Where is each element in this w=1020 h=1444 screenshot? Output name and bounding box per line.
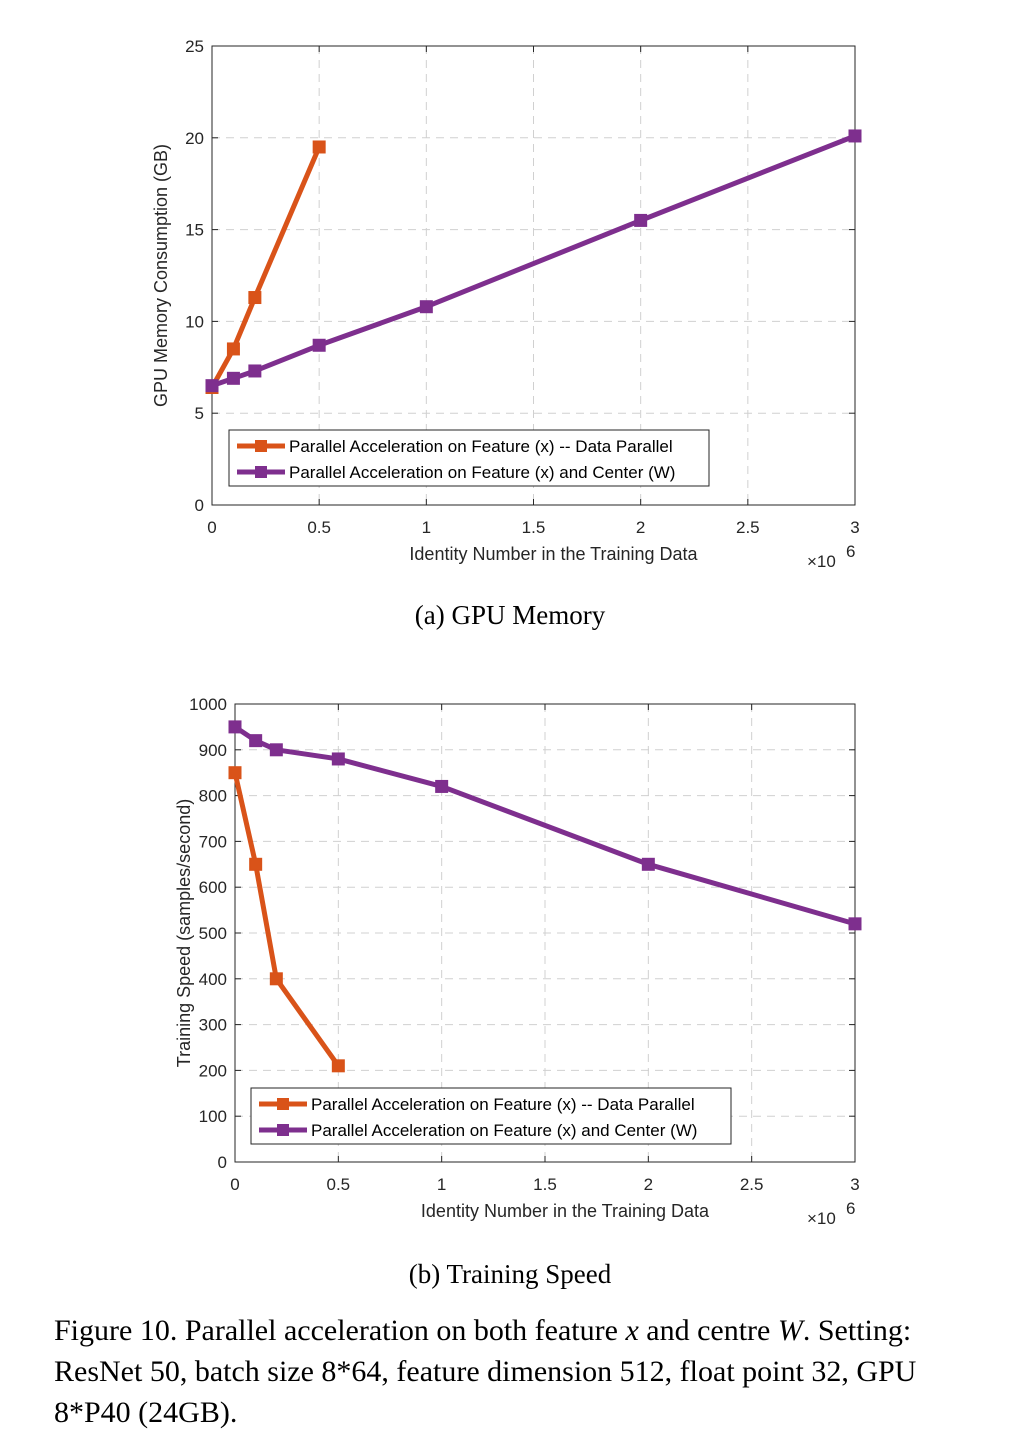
series-2-point: [331, 752, 345, 766]
series-2-point: [205, 379, 219, 393]
series-2-point: [269, 743, 283, 757]
series-2-point: [312, 338, 326, 352]
x-tick-label: 2.5: [736, 518, 760, 537]
legend-swatch-marker: [255, 466, 267, 478]
gpu-memory-chart: 0 0.5 1 1.5 2 2.5 3 0 5 10 15 20 25 ×10 6 Identity Numb…: [151, 37, 862, 571]
series-2-point: [419, 300, 433, 314]
series-1-point: [331, 1059, 345, 1073]
series-2-point: [435, 779, 449, 793]
series-line-2: [233, 724, 856, 927]
y-tick-label: 100: [199, 1107, 227, 1126]
y-tick-label: 600: [199, 878, 227, 897]
y-tick-label: 300: [199, 1016, 227, 1035]
figure-caption-var-x: x: [625, 1314, 639, 1347]
y-tick-label: 700: [199, 832, 227, 851]
x-exponent-label: ×10: [807, 552, 836, 571]
figure-caption: Figure 10. Parallel acceleration on both…: [54, 1310, 974, 1433]
series-2-point: [848, 129, 862, 143]
legend-entry: Parallel Acceleration on Feature (x) -- …: [311, 1095, 695, 1114]
y-tick-label: 0: [195, 496, 204, 515]
x-tick-label: 3: [850, 518, 859, 537]
y-tick-label: 800: [199, 787, 227, 806]
x-tick-label: 1: [437, 1175, 446, 1194]
x-tick-label: 0: [207, 518, 216, 537]
x-exponent-power: 6: [846, 542, 855, 561]
y-axis-label: GPU Memory Consumption (GB): [151, 144, 171, 407]
series-2-point: [848, 917, 862, 931]
legend-entry: Parallel Acceleration on Feature (x) and…: [289, 463, 675, 482]
series-2-point: [641, 857, 655, 871]
series-1-point: [228, 766, 242, 780]
series-line-1: [209, 145, 322, 389]
legend-entry: Parallel Acceleration on Feature (x) and…: [311, 1121, 697, 1140]
y-tick-label: 20: [185, 129, 204, 148]
x-axis-label: Identity Number in the Training Data: [421, 1201, 710, 1221]
series-1-point: [249, 857, 263, 871]
series-2-point: [228, 720, 242, 734]
legend-swatch-marker: [255, 440, 267, 452]
series-line-1: [232, 772, 341, 1068]
x-axis-label: Identity Number in the Training Data: [409, 544, 698, 564]
legend-entry: Parallel Acceleration on Feature (x) -- …: [289, 437, 673, 456]
series-1-point: [269, 972, 283, 986]
x-exponent-label: ×10: [807, 1209, 836, 1228]
x-exponent-power: 6: [846, 1199, 855, 1218]
subfigure-caption-b: (b) Training Speed: [408, 1259, 612, 1289]
figure-caption-part2: and centre: [638, 1314, 778, 1347]
x-tick-label: 0.5: [307, 518, 331, 537]
y-tick-label: 1000: [189, 695, 227, 714]
series-2-point: [226, 371, 240, 385]
y-tick-label: 500: [199, 924, 227, 943]
legend-box: [228, 429, 710, 487]
series-2-point: [249, 734, 263, 748]
y-tick-label: 400: [199, 970, 227, 989]
y-tick-label: 0: [218, 1153, 227, 1172]
subfigure-caption-a: (a) GPU Memory: [414, 600, 606, 630]
y-tick-label: 5: [195, 404, 204, 423]
y-tick-label: 25: [185, 37, 204, 56]
x-tick-label: 0: [230, 1175, 239, 1194]
figure-caption-part1: Figure 10. Parallel acceleration on both…: [54, 1314, 626, 1347]
figure-caption-part3: . Setting: ResNet 50, batch size 8*64, f…: [54, 1314, 917, 1429]
series-1-point: [312, 140, 326, 154]
x-tick-label: 2.5: [740, 1175, 764, 1194]
series-1-point: [226, 342, 240, 356]
x-tick-label: 1.5: [522, 518, 546, 537]
y-axis-label: Training Speed (samples/second): [174, 799, 194, 1067]
legend-box: [250, 1087, 732, 1145]
x-tick-label: 2: [644, 1175, 653, 1194]
legend-swatch-marker: [277, 1098, 289, 1110]
training-speed-chart: 0 0.5 1 1.5 2 2.5 3 0 100 200 300 400 500 600 700 800 90…: [174, 695, 862, 1228]
x-tick-label: 2: [636, 518, 645, 537]
y-tick-label: 10: [185, 312, 204, 331]
y-tick-label: 200: [199, 1061, 227, 1080]
figure-caption-var-w: W: [777, 1314, 803, 1347]
series-2-point: [248, 364, 262, 378]
x-tick-label: 1.5: [533, 1175, 557, 1194]
x-tick-label: 3: [850, 1175, 859, 1194]
y-tick-label: 15: [185, 221, 204, 240]
x-tick-label: 0.5: [327, 1175, 351, 1194]
x-tick-label: 1: [422, 518, 431, 537]
series-1-point: [248, 291, 262, 305]
series-2-point: [634, 213, 648, 227]
y-tick-label: 900: [199, 741, 227, 760]
legend-swatch-marker: [277, 1124, 289, 1136]
